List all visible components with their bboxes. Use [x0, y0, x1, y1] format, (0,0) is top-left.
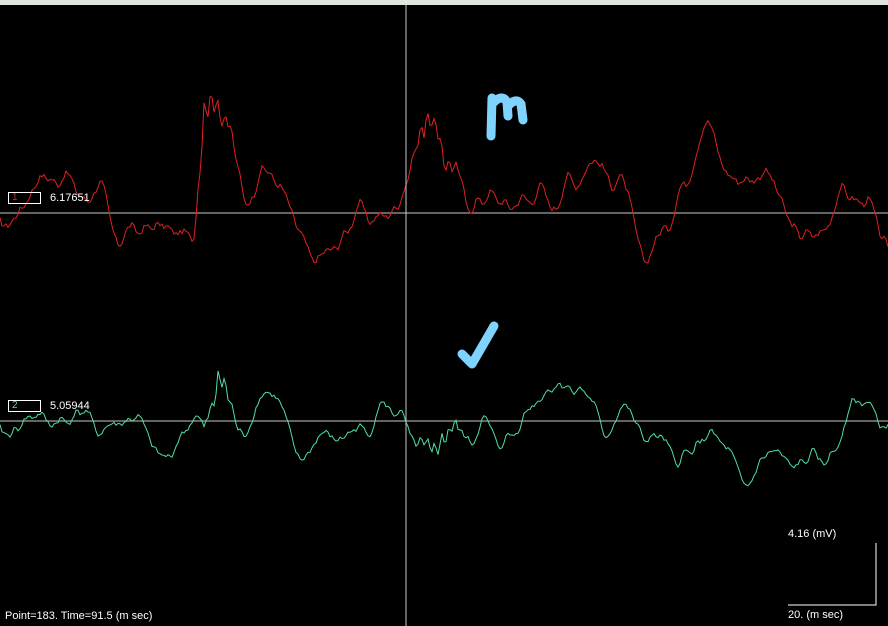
- time-scale-label: 20. (m sec): [788, 609, 844, 621]
- channel-1-value: 6.17651: [50, 192, 90, 204]
- amplitude-scale-label: 4.16 (mV): [788, 528, 837, 540]
- cursor-status-readout: Point=183. Time=91.5 (m sec): [5, 610, 153, 622]
- m-mark-annotation: [486, 93, 528, 141]
- channel-2-id-box[interactable]: 2: [8, 400, 41, 412]
- channel-2-trace: [0, 370, 888, 487]
- channel-1-id: 1: [12, 192, 18, 203]
- channel-2-id: 2: [12, 400, 18, 411]
- channel-1-trace: [0, 95, 888, 264]
- window-top-bar: [0, 0, 888, 5]
- scale-bar: [788, 543, 877, 606]
- channel-1-id-box[interactable]: 1: [8, 192, 41, 204]
- channel-2-value: 5.05944: [50, 400, 90, 412]
- check-mark-annotation: [457, 321, 499, 369]
